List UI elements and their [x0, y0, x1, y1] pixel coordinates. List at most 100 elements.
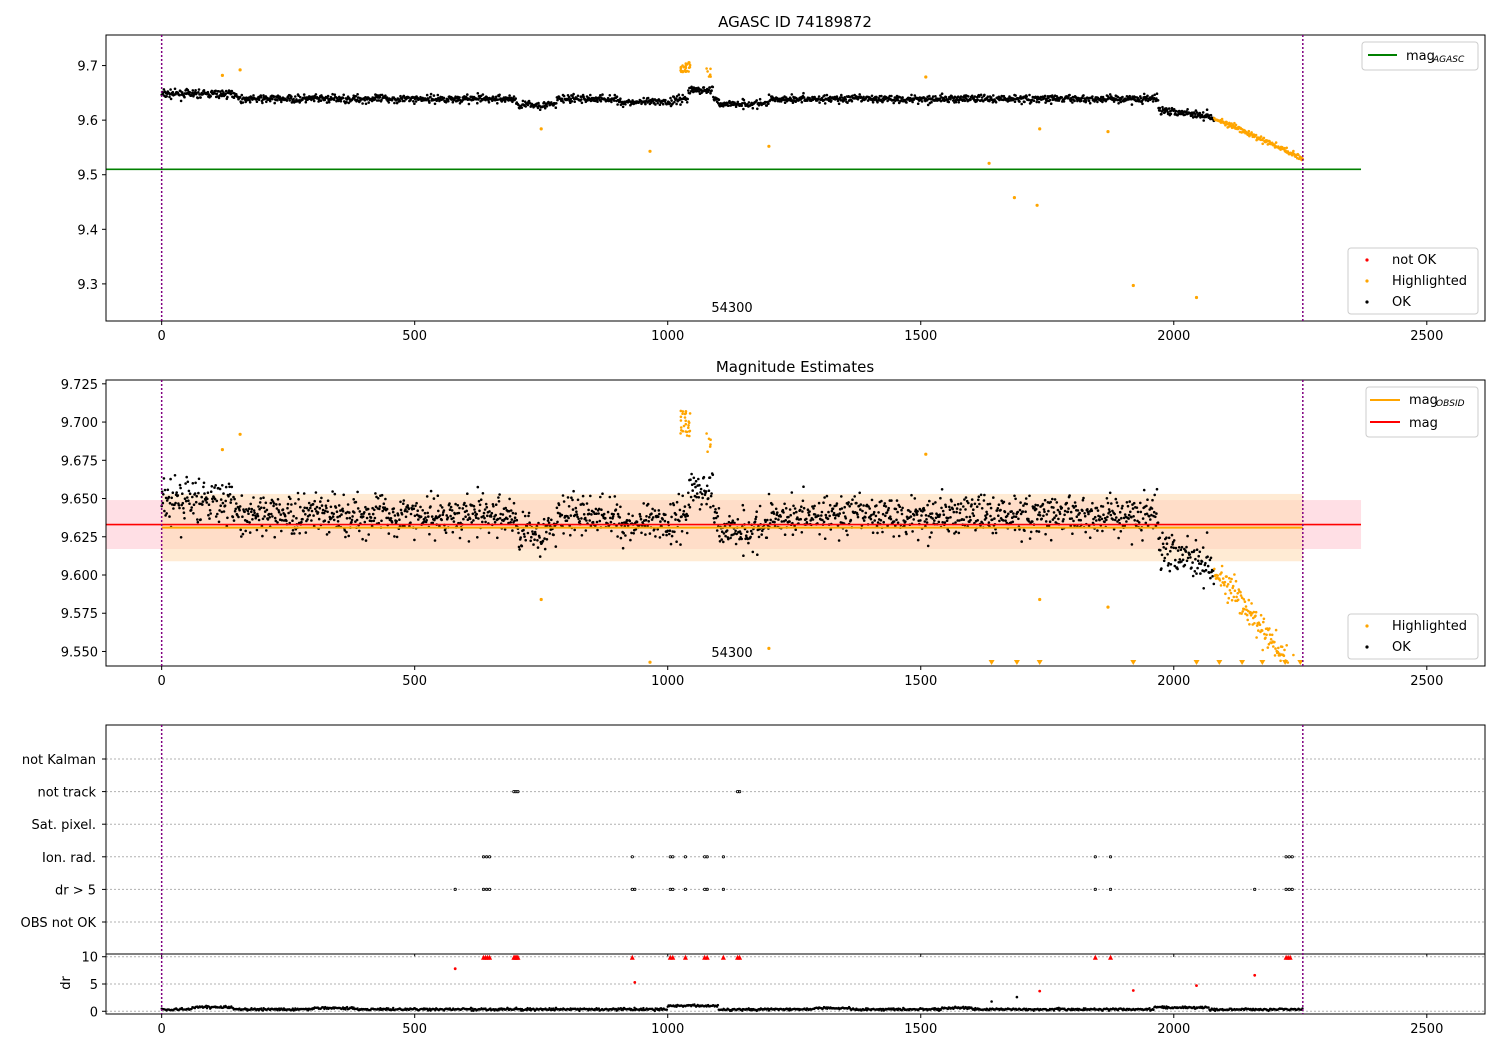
- ok-point: [467, 518, 470, 521]
- ok-point: [1221, 565, 1224, 568]
- ok-point: [384, 506, 387, 509]
- ok-point: [1121, 96, 1124, 99]
- ok-point: [415, 502, 418, 505]
- ok-point: [465, 505, 468, 508]
- ok-point: [433, 497, 436, 500]
- ok-point: [311, 510, 314, 513]
- ok-point: [170, 497, 173, 500]
- ok-point: [1164, 557, 1167, 560]
- ok-point: [873, 511, 876, 514]
- x-tick-label: 500: [402, 674, 427, 689]
- ok-point: [695, 496, 698, 499]
- ok-point: [386, 508, 389, 511]
- ok-point: [357, 507, 360, 510]
- ok-point: [601, 93, 604, 96]
- ok-point: [678, 520, 681, 523]
- ok-point: [1121, 505, 1124, 508]
- ok-point: [1099, 516, 1102, 519]
- ok-point: [395, 520, 398, 523]
- ok-point: [714, 508, 717, 511]
- ok-point: [338, 504, 341, 507]
- ok-point: [955, 101, 958, 104]
- ok-point: [409, 521, 412, 524]
- ok-point: [1096, 507, 1099, 510]
- ok-point: [737, 518, 740, 521]
- ok-point: [300, 521, 303, 524]
- ok-point: [678, 93, 681, 96]
- ok-point: [182, 507, 185, 510]
- ok-point: [1091, 95, 1094, 98]
- ok-point: [301, 518, 304, 521]
- ok-point: [582, 503, 585, 506]
- ok-point: [624, 103, 627, 106]
- ok-point: [202, 486, 205, 489]
- ok-point: [482, 492, 485, 495]
- ok-point: [221, 511, 224, 514]
- ok-point: [384, 498, 387, 501]
- ok-point: [823, 521, 826, 524]
- ok-point: [340, 100, 343, 103]
- ok-point: [1110, 502, 1113, 505]
- ok-point: [887, 507, 890, 510]
- ok-point: [397, 514, 400, 517]
- ok-point: [1160, 113, 1163, 116]
- ok-point: [619, 97, 622, 100]
- ok-point: [1240, 594, 1243, 597]
- ok-point: [1151, 95, 1154, 98]
- ok-point: [1055, 514, 1058, 517]
- ok-point: [391, 521, 394, 524]
- ok-point: [865, 512, 868, 515]
- ok-point: [297, 492, 300, 495]
- ok-point: [1064, 510, 1067, 513]
- ok-point: [1023, 529, 1026, 532]
- ok-point: [755, 99, 758, 102]
- ok-point: [818, 502, 821, 505]
- ok-point: [348, 511, 351, 514]
- ok-point: [1121, 507, 1124, 510]
- ok-point: [980, 494, 983, 497]
- ok-point: [619, 516, 622, 519]
- ok-point: [492, 505, 495, 508]
- highlighted-point: [684, 416, 687, 419]
- ok-point: [692, 499, 695, 502]
- ok-point: [539, 108, 542, 111]
- ok-point: [1222, 577, 1225, 580]
- ok-point: [773, 512, 776, 515]
- highlighted-point: [679, 432, 682, 435]
- ok-point: [326, 511, 329, 514]
- ok-point: [191, 496, 194, 499]
- ok-point: [686, 532, 689, 535]
- ok-point: [318, 518, 321, 521]
- ok-point: [909, 511, 912, 514]
- ok-point: [1087, 513, 1090, 516]
- ok-point: [613, 99, 616, 102]
- ok-point: [1050, 102, 1053, 105]
- ok-point: [281, 519, 284, 522]
- ok-point: [661, 518, 664, 521]
- ok-point: [1145, 505, 1148, 508]
- ok-point: [616, 503, 619, 506]
- ok-point: [782, 511, 785, 514]
- ok-point: [1211, 575, 1214, 578]
- highlighted-outlier: [540, 127, 543, 130]
- ok-point: [178, 504, 181, 507]
- ok-point: [1012, 521, 1015, 524]
- ok-point: [249, 101, 252, 104]
- ok-point: [1084, 531, 1087, 534]
- ok-point: [718, 98, 721, 101]
- ok-point: [794, 528, 797, 531]
- ok-point: [910, 94, 913, 97]
- ok-point: [1089, 102, 1092, 105]
- ok-point: [983, 499, 986, 502]
- ok-point: [600, 100, 603, 103]
- ok-point: [1195, 572, 1198, 575]
- ok-point: [971, 512, 974, 515]
- ok-point: [269, 100, 272, 103]
- ok-point: [851, 100, 854, 103]
- ok-point: [240, 535, 243, 538]
- ok-point: [328, 531, 331, 534]
- ok-point: [895, 508, 898, 511]
- ok-point: [290, 95, 293, 98]
- ok-point: [812, 518, 815, 521]
- ok-point: [1030, 531, 1033, 534]
